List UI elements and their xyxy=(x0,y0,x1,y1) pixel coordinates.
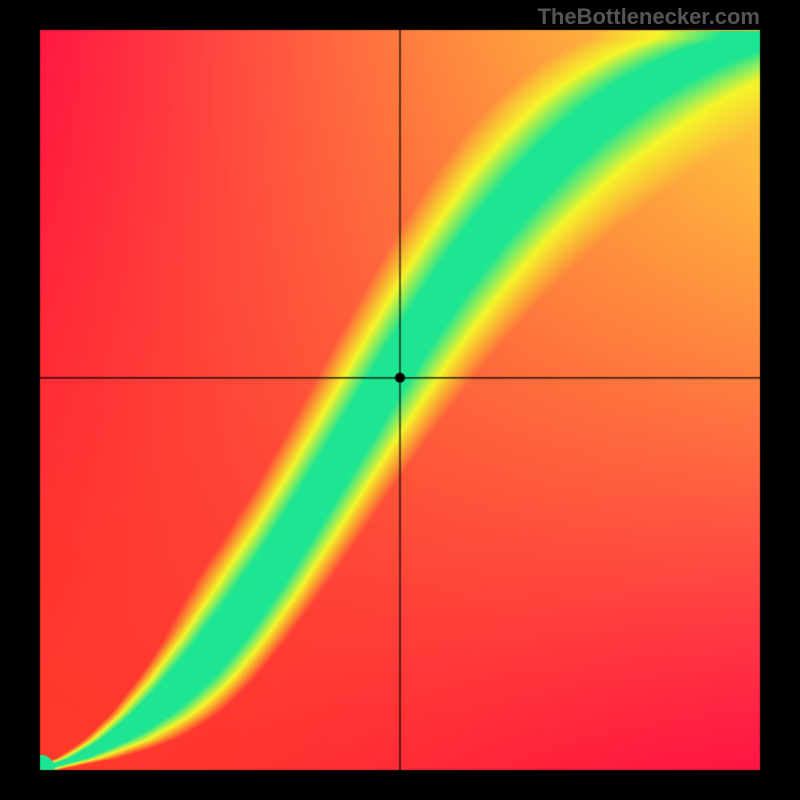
watermark-text: TheBottlenecker.com xyxy=(537,4,760,30)
chart-container: TheBottlenecker.com xyxy=(0,0,800,800)
heatmap-canvas xyxy=(0,0,800,800)
